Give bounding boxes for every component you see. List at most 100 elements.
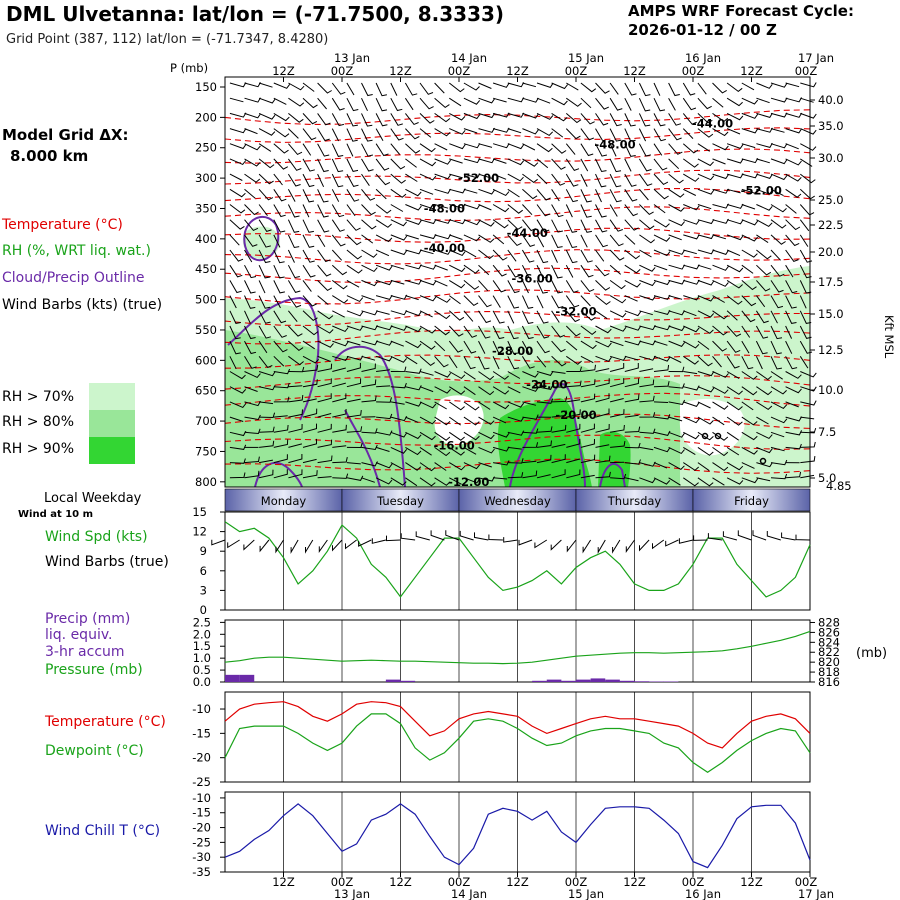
height-tick-label: 7.5 [818,425,836,439]
wind-barb [419,113,435,124]
wind-barb [726,310,738,321]
wind-barb [229,219,245,230]
wind-barb [361,188,376,201]
y-tick-label: 826 [818,625,840,639]
wind-barb [565,204,573,218]
wind-barb [756,219,773,228]
wind-barb [800,474,815,479]
wind-barb [609,234,624,247]
wind-barb [258,325,272,339]
wind-barb [639,264,656,272]
wind-barb [551,396,568,403]
pressure-tick-label: 200 [195,110,217,124]
pressure-tick-label: 500 [195,293,217,307]
precip-bar [400,680,416,682]
wind-barb [317,476,332,479]
wind-barb [653,446,671,453]
time-tick-label: 00Z [795,875,818,889]
wind-barb [390,158,406,170]
wind-barb [302,280,312,292]
wind-barb [449,249,466,257]
wind-barb [346,462,361,465]
wind-barb [244,234,258,247]
precip-bar [590,678,606,682]
wind-barb [404,82,418,96]
wind-barb [536,280,548,294]
wind-barb [448,325,464,337]
wind-barb [756,386,773,396]
wind-barb [273,82,291,89]
wind-barb [317,280,333,292]
wind-barb [478,325,491,339]
wind-barb [770,97,788,103]
wind-barb [317,82,332,94]
wind-barb [741,371,758,380]
pressure-tick-label: 400 [195,232,217,246]
wind-barb [302,379,318,388]
wind-barb [785,219,801,231]
wind-barb [244,340,257,355]
wind-barb [800,386,817,392]
wind-barb [492,295,501,308]
marker [714,432,722,440]
wind-barb [317,143,330,157]
wind-barb [522,219,536,232]
wind-barb [756,127,773,133]
wind-barb [595,471,611,479]
wind-barb [624,310,642,317]
wind-barb [419,325,437,334]
wind-barb [683,462,700,471]
model-grid-value: 8.000 km [10,147,89,165]
wind-barb [712,158,726,165]
wind-barb [463,401,480,411]
wind-chill-series [224,803,811,869]
wind-barb [609,219,623,232]
wind-barb [609,378,625,388]
wind-barb [507,386,521,394]
wind-barb [697,218,715,225]
wind-barb [785,128,803,134]
wind-barb [638,82,651,97]
wind-barb [404,97,414,111]
wind-barb [478,356,490,370]
wind-barb [332,445,347,448]
wind-barb [317,325,334,334]
wind-barb [332,295,349,304]
wind-barb [332,456,348,464]
wind-barb [653,188,669,200]
wind-barb [770,459,788,466]
wind-barb [638,128,647,142]
wind-barb [390,401,405,405]
wind-barb [639,446,654,451]
wind-barb [331,204,345,218]
wind-barb [405,462,422,471]
wind-barb [288,113,304,123]
wind-barb [712,249,729,255]
wind-barb [507,458,524,464]
wind-barb [332,382,346,388]
wind-barb [371,538,387,544]
temperature-contour [224,249,811,265]
time-tick-label: 12Z [389,64,412,78]
wind-barb [244,82,261,88]
surface-height-label: 4.85 [826,479,852,493]
wind-barb [580,413,595,418]
wind-barb [361,97,368,112]
wind-barb [361,143,374,157]
temperature-contour-label: -36.00 [512,271,553,285]
wind-barb [244,188,256,199]
wind-barb [390,128,404,141]
wind-barb [302,310,318,322]
temperature-contour-label: -48.00 [424,201,465,215]
wind-barb [478,188,496,195]
wind-barb [726,279,743,289]
wind-barb [580,393,596,403]
legend-rh70-swatch [89,383,135,410]
wind-barb [668,128,682,141]
time-tick-label: 00Z [565,875,588,889]
wind-barb [712,218,729,224]
wind-barb [536,310,549,324]
wind-barb [639,310,653,316]
wind-barb [726,143,744,150]
